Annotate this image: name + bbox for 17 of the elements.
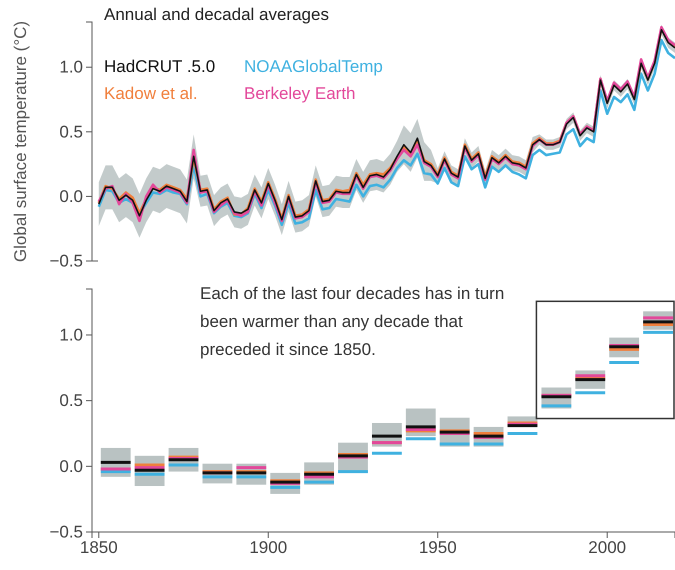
y-tick-label: 1.0 xyxy=(59,58,83,77)
y-axis-title: Global surface temperature (°C) xyxy=(11,20,30,262)
text: NOAAGlobalTemp xyxy=(244,57,383,76)
x-tick-label: 1900 xyxy=(249,538,288,558)
x-tick-label: 2000 xyxy=(588,538,626,558)
text: Kadow et al. xyxy=(104,84,198,103)
text: Berkeley Earth xyxy=(244,84,356,103)
y-tick-label: 0.5 xyxy=(59,122,83,142)
annotation: Each of the last four decades has in turn been warmer than any decade that preceded it since 1850. xyxy=(200,284,504,359)
y-tick-label: 1.0 xyxy=(59,325,83,344)
y-tick-label: 0.0 xyxy=(59,186,83,206)
y-tick-label: 0.5 xyxy=(59,391,83,410)
chart-title: Annual and decadal averages xyxy=(104,5,329,24)
text: HadCRUT .5.0 xyxy=(104,57,216,76)
y-tick-label: −0.5 xyxy=(49,251,83,270)
x-tick-label: 1950 xyxy=(418,538,457,558)
y-tick-label: 0.0 xyxy=(59,456,83,476)
